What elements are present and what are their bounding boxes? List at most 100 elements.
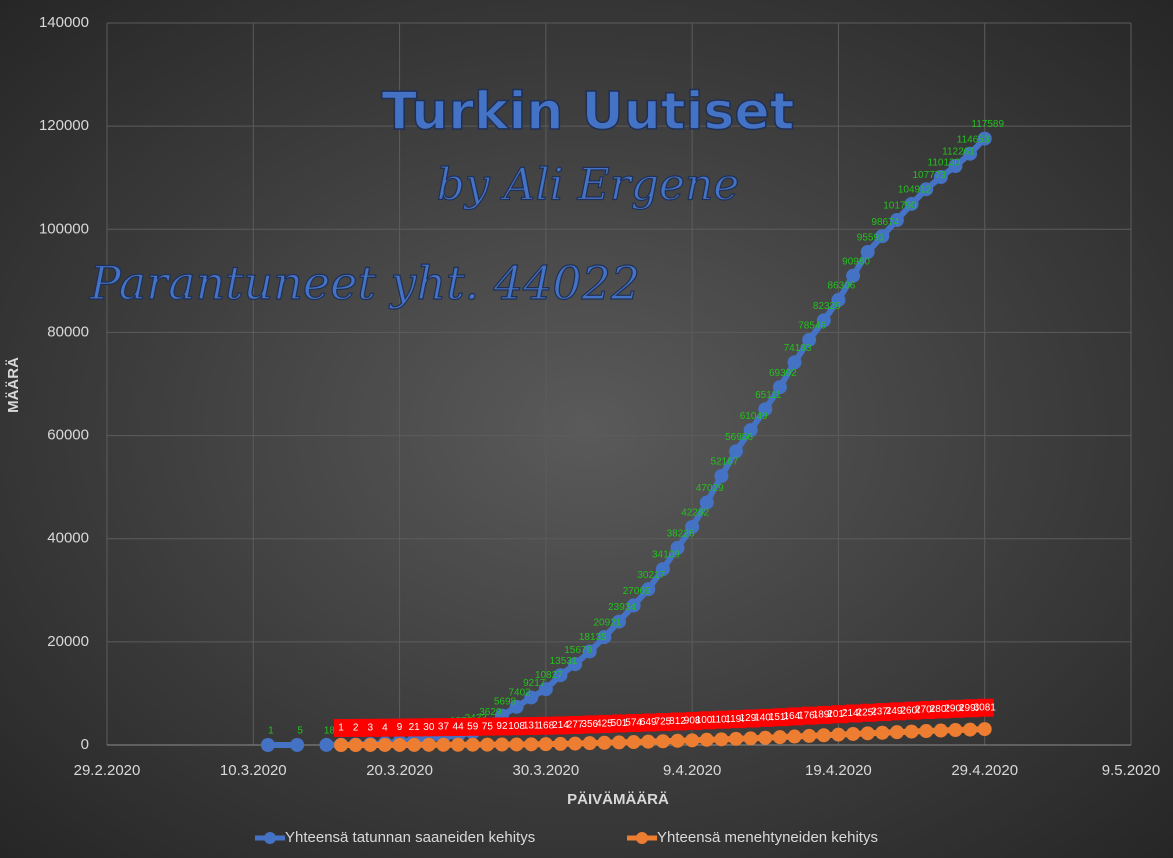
data-label: 30	[423, 722, 435, 733]
data-point	[904, 724, 919, 739]
data-label-box	[802, 706, 819, 725]
data-label: 23934	[608, 602, 636, 613]
data-label-box	[699, 711, 716, 730]
data-point	[963, 722, 978, 737]
data-point	[699, 732, 714, 747]
data-label: 1101	[711, 714, 733, 725]
data-label: 44	[453, 722, 465, 733]
data-label: 47029	[696, 483, 724, 494]
data-point	[494, 737, 509, 752]
data-label-box	[875, 703, 892, 722]
data-label: 104912	[898, 185, 932, 196]
data-label: 3629	[479, 707, 502, 718]
data-label: 9217	[523, 678, 546, 689]
data-label: 95591	[857, 233, 885, 244]
x-tick-label: 19.4.2020	[805, 762, 872, 779]
data-point	[421, 737, 436, 752]
data-label: 37	[438, 722, 450, 733]
data-point	[612, 614, 626, 629]
data-point	[729, 731, 744, 746]
data-point	[538, 737, 553, 752]
data-label-box	[582, 715, 599, 734]
data-label: 110130	[928, 158, 961, 169]
data-label-box	[363, 718, 380, 737]
data-label: 214	[552, 720, 569, 731]
data-label: 59	[467, 721, 479, 732]
data-point	[582, 736, 597, 751]
data-label: 1769	[798, 710, 821, 721]
data-label: 5	[297, 726, 303, 737]
data-point	[524, 737, 539, 752]
legend-marker	[264, 832, 276, 844]
data-label-box	[846, 704, 863, 723]
y-tick-label: 140000	[39, 14, 89, 31]
data-point	[889, 725, 904, 740]
data-point	[831, 727, 846, 742]
data-point	[538, 682, 553, 697]
data-point	[919, 182, 934, 197]
y-tick-label: 60000	[47, 427, 89, 444]
data-label-box	[597, 715, 614, 734]
data-label: 98674	[871, 217, 899, 228]
data-point	[290, 737, 305, 752]
x-tick-label: 20.3.2020	[366, 762, 433, 779]
data-label-box	[480, 717, 497, 736]
data-label-box	[451, 717, 468, 736]
data-point	[568, 736, 583, 751]
data-label: 131	[523, 721, 540, 732]
data-point	[480, 737, 495, 752]
data-point	[875, 229, 890, 244]
data-label: 15679	[564, 645, 592, 656]
data-point	[889, 213, 904, 228]
data-label-box	[626, 714, 643, 733]
data-label: 908	[684, 716, 701, 727]
data-point	[597, 630, 612, 645]
data-point	[758, 730, 773, 745]
data-label-box	[977, 698, 994, 717]
data-point	[260, 737, 275, 752]
data-point	[919, 724, 934, 739]
data-point	[334, 737, 349, 752]
data-label: 1198	[725, 714, 747, 725]
data-label: 2805	[930, 704, 953, 715]
data-point	[743, 423, 758, 438]
data-label: 725	[655, 717, 672, 728]
data-point	[670, 540, 685, 555]
data-label: 277	[567, 720, 584, 731]
data-label-box	[377, 718, 394, 737]
data-point	[524, 690, 539, 705]
data-label-box	[685, 711, 702, 730]
data-label: 1643	[783, 711, 806, 722]
data-point	[802, 728, 817, 743]
data-point	[860, 726, 875, 741]
data-point	[319, 737, 334, 752]
data-label-box	[889, 702, 906, 721]
data-point	[743, 731, 758, 746]
data-point	[436, 737, 451, 752]
data-point	[377, 737, 392, 752]
data-label: 1	[268, 726, 274, 737]
data-point	[714, 732, 729, 747]
data-label: 101790	[883, 201, 917, 212]
data-point	[977, 131, 992, 146]
data-label-box	[612, 714, 628, 733]
data-label: 4	[382, 722, 388, 733]
x-tick-label: 9.4.2020	[663, 762, 721, 779]
data-label: 27069	[623, 586, 651, 597]
data-label: 2140	[842, 708, 865, 719]
data-label-box	[524, 717, 541, 736]
data-label: 2	[353, 723, 359, 734]
data-label-box	[948, 699, 965, 718]
data-label: 112261	[942, 147, 975, 158]
legend-label: Yhteensä menehtyneiden kehitys	[657, 829, 878, 846]
data-label-box	[831, 705, 848, 724]
data-label: 2992	[959, 703, 982, 714]
annotation: by Ali Ergene	[437, 160, 740, 211]
data-label-box	[509, 717, 526, 736]
data-label: 356	[581, 719, 598, 730]
data-label: 69392	[769, 368, 797, 379]
data-point	[685, 733, 700, 748]
data-label: 38226	[667, 529, 695, 540]
data-point	[568, 657, 583, 672]
y-axis-title: MÄÄRÄ	[5, 357, 22, 413]
